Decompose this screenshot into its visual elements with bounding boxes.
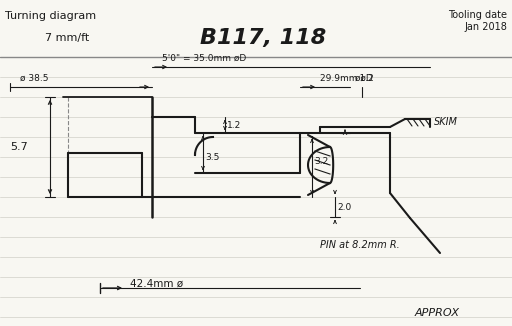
Text: 2.0: 2.0	[337, 202, 351, 212]
Text: B117, 118: B117, 118	[200, 28, 326, 48]
Text: ø 38.5: ø 38.5	[20, 74, 49, 83]
Text: PIN at 8.2mm R.: PIN at 8.2mm R.	[320, 240, 400, 250]
Text: 42.4mm ø: 42.4mm ø	[130, 279, 183, 289]
Text: Turning diagram: Turning diagram	[5, 11, 96, 21]
Text: SKIM: SKIM	[434, 117, 458, 127]
Text: ø1.2: ø1.2	[355, 74, 375, 83]
Text: 7 mm/ft: 7 mm/ft	[45, 33, 89, 43]
Text: 5'0" = 35.0mm øD: 5'0" = 35.0mm øD	[162, 54, 246, 63]
Text: 3.5: 3.5	[205, 154, 219, 162]
Text: 5.7: 5.7	[10, 142, 28, 152]
Text: Tooling date
Jan 2018: Tooling date Jan 2018	[448, 10, 507, 32]
Text: 29.9mm øD: 29.9mm øD	[320, 74, 373, 83]
Text: APPROX: APPROX	[415, 308, 460, 318]
Text: 3.2: 3.2	[314, 157, 328, 167]
Text: 1.2: 1.2	[227, 121, 241, 129]
